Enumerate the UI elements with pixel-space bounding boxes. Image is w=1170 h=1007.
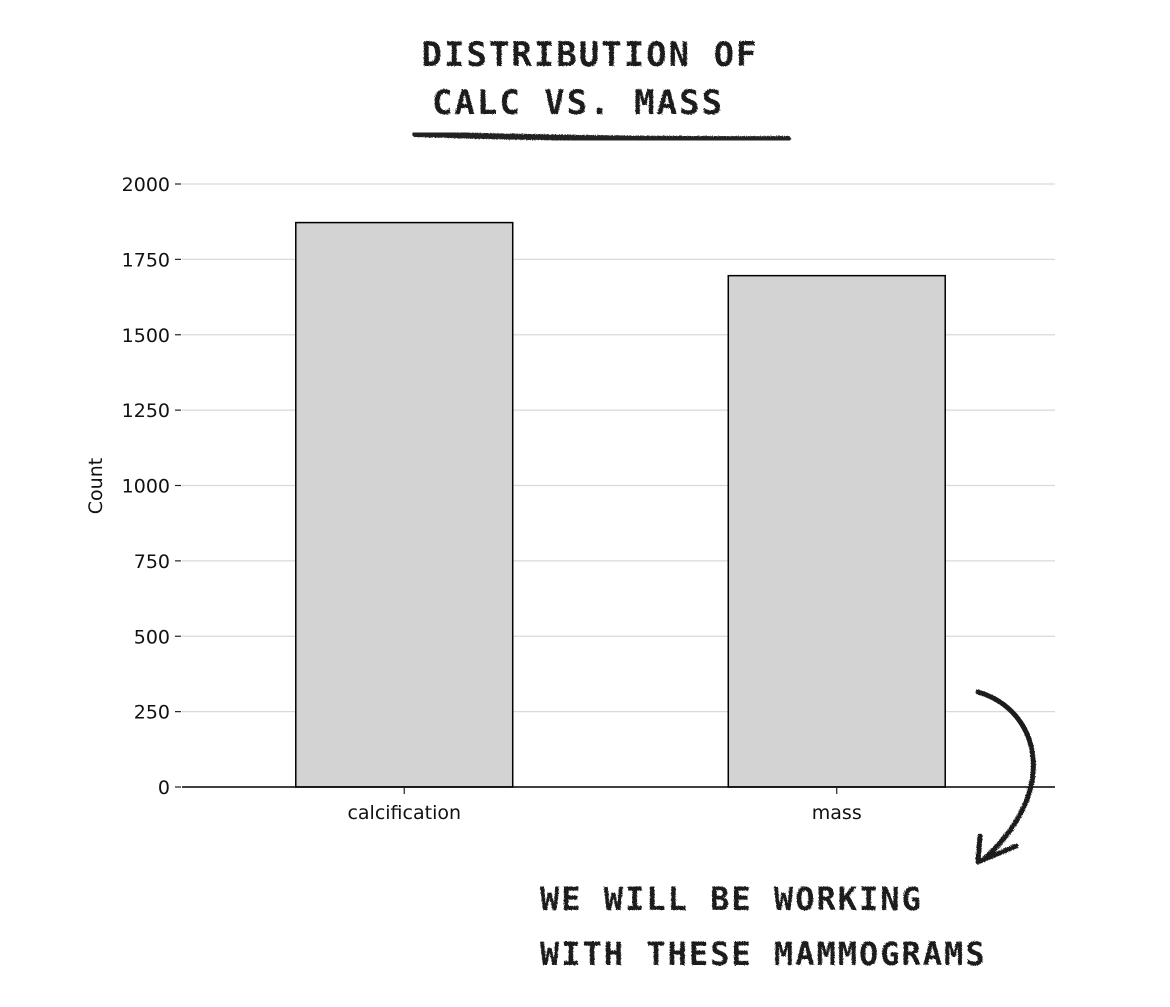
annotation-line-2: WITH THESE MAMMOGRAMS [540,935,987,973]
x-tick-label: mass [812,802,862,824]
y-tick-label: 1750 [122,249,170,271]
chart-title: DISTRIBUTION OF CALC VS. MASS [421,35,758,123]
y-tick-label: 1000 [122,476,170,498]
y-axis: 0 250 500 750 1000 1250 1500 1750 2000 [122,174,181,799]
x-tick-label: calcification [347,802,461,824]
y-tick-label: 250 [134,702,170,724]
chart-title-line-1: DISTRIBUTION OF [421,35,758,75]
x-axis: calcification mass [347,787,862,824]
annotation: WE WILL BE WORKING WITH THESE MAMMOGRAMS [540,880,987,973]
annotation-line-1: WE WILL BE WORKING [540,880,923,918]
bar-calcification [295,221,514,788]
y-tick-label: 500 [134,626,170,648]
y-tick-label: 2000 [122,174,170,196]
annotation-arrow-icon [975,689,1036,865]
title-underline [412,131,791,143]
bars [295,221,946,788]
chart-title-line-2: CALC VS. MASS [432,83,724,123]
y-tick-label: 1500 [122,325,170,347]
bar-mass [727,274,946,788]
y-tick-label: 750 [134,551,170,573]
y-axis-label: Count [85,458,107,514]
y-tick-label: 1250 [122,400,170,422]
y-tick-label: 0 [158,777,170,799]
